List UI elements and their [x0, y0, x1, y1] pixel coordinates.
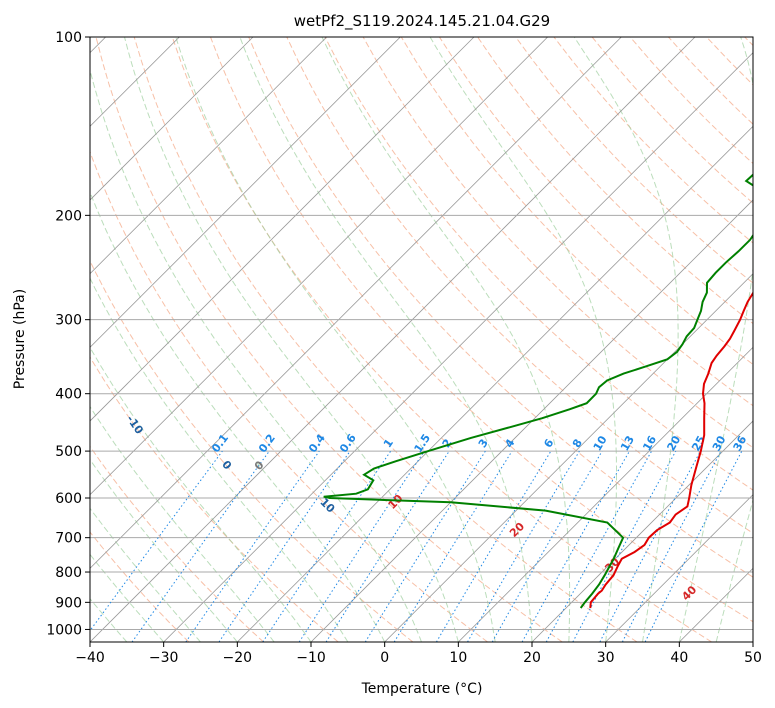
mixing-ratio-line	[545, 450, 653, 642]
x-tick-label: −40	[75, 650, 105, 666]
isotherm-gridline	[90, 37, 696, 642]
y-tick-label: 700	[55, 531, 82, 547]
mixing-ratio-line	[298, 450, 425, 642]
y-tick-label: 900	[55, 595, 82, 611]
axes-frame	[89, 36, 754, 643]
isotherm-gridline	[90, 37, 548, 496]
moist-adiabat-line	[90, 553, 165, 642]
mixing-ratio-line	[90, 450, 223, 632]
mixing-ratio-label: 30	[710, 433, 729, 453]
moist-adiabat-line	[429, 37, 617, 642]
moist-adiabat-line	[90, 458, 238, 642]
x-tick-label: 20	[523, 650, 541, 666]
x-tick-label: 0	[380, 650, 389, 666]
dry-adiabat-line	[210, 37, 753, 623]
isotherm-gridline	[90, 37, 475, 422]
y-tick-label: 300	[55, 313, 82, 329]
moist-adiabat-line	[90, 346, 312, 642]
moist-adiabat-line	[90, 597, 128, 642]
mixing-ratio-line	[185, 450, 320, 642]
dry-adiabat-line	[133, 37, 638, 642]
y-axis: 100 200 300 400 500 600 700 800 900 1000	[46, 30, 90, 638]
mixing-ratio-line	[218, 450, 351, 642]
mixing-ratio-line	[325, 450, 450, 642]
plot-area: 0.10.20.40.611.52346810131620253036-100-…	[90, 37, 753, 642]
moist-adiabat-line	[90, 190, 386, 642]
mixing-ratio-line	[131, 450, 270, 642]
x-tick-label: −30	[149, 650, 179, 666]
moist-adiabat-line	[90, 507, 201, 642]
dry-adiabat-line	[90, 356, 339, 642]
moist-adiabat-line	[124, 37, 459, 642]
dry-adiabat-line	[90, 531, 190, 642]
isotherm-gridline	[163, 52, 753, 642]
chart-title: wetPf2_S119.2024.145.21.04.G29	[294, 12, 550, 31]
mixing-ratio-line	[262, 450, 392, 642]
x-axis-label: Temperature (°C)	[361, 681, 483, 697]
moist-adiabat-line	[573, 37, 679, 642]
y-tick-label: 800	[55, 565, 82, 581]
y-tick-label: 100	[55, 30, 82, 46]
x-axis: −40 −30 −20 −10 0 10 20 30 40 50	[75, 642, 762, 666]
isotherm-gridline	[458, 346, 753, 642]
isotherm-gridline	[384, 273, 753, 642]
x-tick-label: 50	[744, 650, 762, 666]
y-axis-label: Pressure (hPa)	[12, 289, 28, 389]
y-tick-label: 200	[55, 208, 82, 224]
isotherm-gridline	[531, 420, 753, 642]
mixing-ratio-line	[572, 450, 677, 642]
dry-adiabat-line	[171, 37, 712, 642]
dry-adiabat-line	[248, 37, 753, 578]
x-tick-label: −10	[296, 650, 326, 666]
x-tick-label: −20	[223, 650, 253, 666]
isotherm-gridline	[90, 37, 401, 348]
moist-adiabat-line	[321, 37, 571, 642]
dry-adiabat-line	[400, 37, 753, 407]
moist-adiabat-line	[678, 37, 753, 642]
moist-adiabat-line	[90, 405, 275, 642]
mixing-ratio-label: 36	[731, 433, 750, 453]
isotherm-gridline	[237, 125, 753, 642]
isotherm-gridline	[605, 494, 753, 642]
y-tick-label: 500	[55, 444, 82, 460]
isotherm-gridline	[90, 37, 622, 569]
dewpoint-profile	[323, 173, 753, 609]
moist-adiabat-line	[175, 37, 496, 642]
y-tick-label: 600	[55, 491, 82, 507]
temperature-profile	[589, 291, 753, 609]
mixing-ratio-line	[521, 450, 630, 642]
y-tick-label: 1000	[46, 622, 82, 638]
dry-adiabat-line	[438, 37, 753, 366]
dry-adiabat-line	[95, 37, 563, 642]
dry-adiabat-line	[90, 445, 264, 642]
moist-adiabat-line	[90, 68, 422, 642]
dry-adiabat-line	[515, 37, 753, 284]
isotherm-gridline	[90, 37, 254, 201]
x-tick-label: 30	[597, 650, 615, 666]
moist-adiabat-line	[239, 37, 533, 642]
mixing-ratio-line	[644, 450, 743, 642]
dry-adiabat-line	[90, 150, 488, 642]
isotherm-gridline	[310, 199, 753, 642]
isotherm-gridline	[90, 37, 327, 275]
mixing-ratio-line	[393, 450, 513, 642]
x-tick-label: 40	[670, 650, 688, 666]
x-tick-label: 10	[449, 650, 467, 666]
y-tick-label: 400	[55, 387, 82, 403]
moist-adiabat-line	[90, 277, 349, 642]
